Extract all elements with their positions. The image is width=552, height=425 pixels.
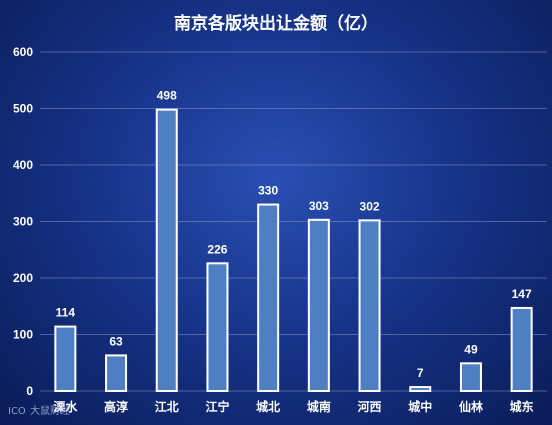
bar [510,306,533,393]
y-tick-label: 200 [13,271,33,285]
data-label: 303 [309,199,329,213]
data-label: 498 [157,89,177,103]
data-labels: 114 63 498 226 330 303 302 7 49 147 [56,89,532,380]
y-tick-label: 600 [13,45,33,59]
data-label: 63 [109,334,123,348]
bar [206,262,229,392]
y-tick-label: 100 [13,328,33,342]
watermark-text: 大鼠财经 [30,404,70,417]
y-tick-label: 500 [13,102,33,116]
bar [155,108,178,392]
bar [54,325,77,392]
watermark-logo: ICO [8,406,26,417]
data-label: 226 [207,242,227,256]
x-tick-label: 城东 [510,399,534,414]
watermark: ICO 大鼠财经 [8,404,70,417]
x-tick-label: 城南 [307,399,331,414]
chart-title: 南京各版块出让金额（亿） [174,13,378,34]
bar [358,219,381,392]
data-label: 49 [464,342,478,356]
bar [409,386,432,393]
x-tick-label: 城中 [408,399,432,414]
data-label: 7 [417,366,424,380]
data-label: 147 [512,287,532,301]
y-tick-label: 0 [26,384,33,398]
y-axis-ticks: 0 100 200 300 400 500 600 [13,45,33,398]
data-label: 114 [56,306,76,320]
bar [257,203,280,392]
x-axis-ticks: 溧水 高淳 江北 江宁 城北 城南 河西 城中 仙林 城东 [53,399,533,414]
bar [459,362,482,393]
y-tick-label: 400 [13,158,33,172]
gridlines [40,51,547,392]
x-tick-label: 仙林 [459,399,483,414]
x-tick-label: 高淳 [104,399,128,414]
bar [105,354,128,392]
data-label: 330 [258,184,278,198]
bars [54,108,533,393]
x-tick-label: 江宁 [205,399,229,414]
bar [307,218,330,392]
x-tick-label: 城北 [256,399,280,414]
y-tick-label: 300 [13,215,33,229]
x-tick-label: 河西 [357,399,382,414]
data-label: 302 [360,199,380,213]
x-tick-label: 溧水 [53,399,78,414]
x-tick-label: 江北 [155,399,179,414]
